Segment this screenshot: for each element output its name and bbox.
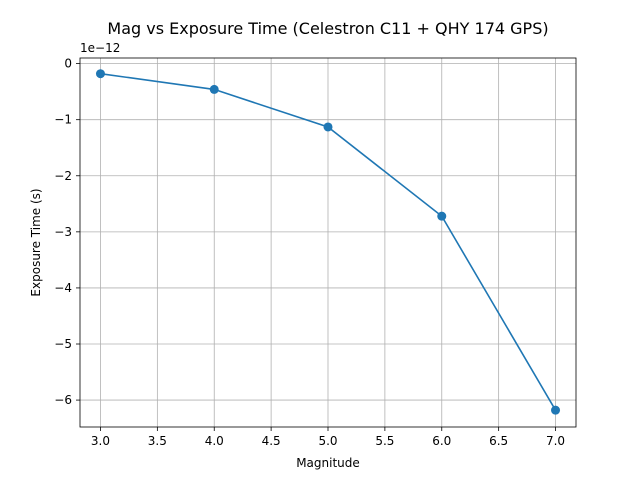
y-tick-label: −2 bbox=[54, 169, 72, 183]
data-point bbox=[437, 211, 447, 221]
y-tick-label: −3 bbox=[54, 225, 72, 239]
x-tick-label: 4.5 bbox=[262, 434, 281, 448]
x-tick-label: 4.0 bbox=[205, 434, 224, 448]
y-tick-label: −4 bbox=[54, 281, 72, 295]
chart-title: Mag vs Exposure Time (Celestron C11 + QH… bbox=[107, 19, 548, 38]
x-tick-label: 6.5 bbox=[489, 434, 508, 448]
y-tick-label: −5 bbox=[54, 337, 72, 351]
x-axis-ticks: 3.0 3.5 4.0 4.5 5.0 5.5 6.0 6.5 7.0 bbox=[91, 427, 565, 448]
x-tick-label: 7.0 bbox=[546, 434, 565, 448]
y-axis-label: Exposure Time (s) bbox=[29, 188, 43, 296]
data-point bbox=[323, 122, 333, 132]
x-axis-label: Magnitude bbox=[296, 456, 360, 470]
data-point bbox=[551, 405, 561, 415]
x-tick-label: 5.0 bbox=[318, 434, 337, 448]
x-tick-label: 3.5 bbox=[148, 434, 167, 448]
y-axis-ticks: 0 −1 −2 −3 −4 −5 −6 bbox=[54, 57, 80, 407]
plot-frame bbox=[79, 57, 577, 428]
y-tick-label: −1 bbox=[54, 113, 72, 127]
grid bbox=[80, 58, 576, 427]
y-tick-label: 0 bbox=[64, 57, 72, 71]
y-tick-label: −6 bbox=[54, 393, 72, 407]
x-tick-label: 5.5 bbox=[375, 434, 394, 448]
series bbox=[95, 69, 561, 415]
y-offset-label: 1e−12 bbox=[80, 41, 120, 55]
data-point bbox=[95, 69, 105, 79]
data-point bbox=[209, 84, 219, 94]
x-tick-label: 3.0 bbox=[91, 434, 110, 448]
x-tick-label: 6.0 bbox=[432, 434, 451, 448]
